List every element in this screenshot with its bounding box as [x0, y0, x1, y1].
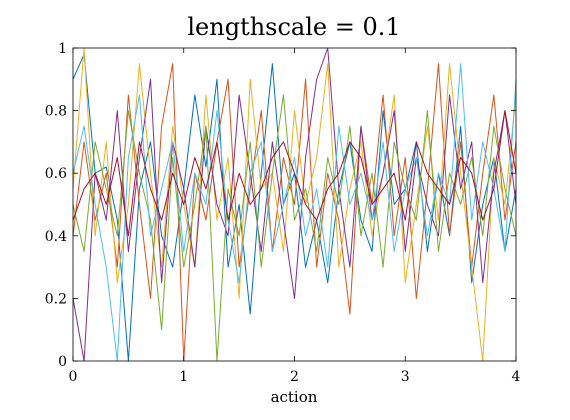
plot-area: [72, 47, 517, 362]
y-tick-label: 0.4: [45, 229, 67, 245]
x-axis-label: action: [271, 388, 318, 406]
series-line-3: [72, 47, 517, 362]
chart-title: lengthscale = 0.1: [187, 13, 400, 41]
x-tick-label: 0: [69, 369, 78, 385]
x-axis: 0 1 2 3 4: [69, 48, 521, 385]
series-line-6: [72, 63, 517, 362]
series-line-7: [72, 110, 517, 237]
y-tick-label: 0.2: [45, 291, 67, 307]
x-tick-label: 1: [179, 369, 188, 385]
y-tick-label: 0.8: [45, 104, 67, 120]
y-axis: 0 0.2 0.4 0.6 0.8 1: [45, 41, 516, 370]
series-line-4: [72, 47, 517, 362]
y-tick-label: 0: [58, 354, 67, 370]
series-line-2: [72, 63, 517, 362]
y-tick-label: 0.6: [45, 166, 67, 182]
series-line-5: [72, 94, 517, 362]
x-tick-label: 3: [401, 369, 410, 385]
x-tick-label: 2: [290, 369, 299, 385]
y-tick-label: 1: [58, 41, 67, 57]
x-tick-label: 4: [512, 369, 521, 385]
